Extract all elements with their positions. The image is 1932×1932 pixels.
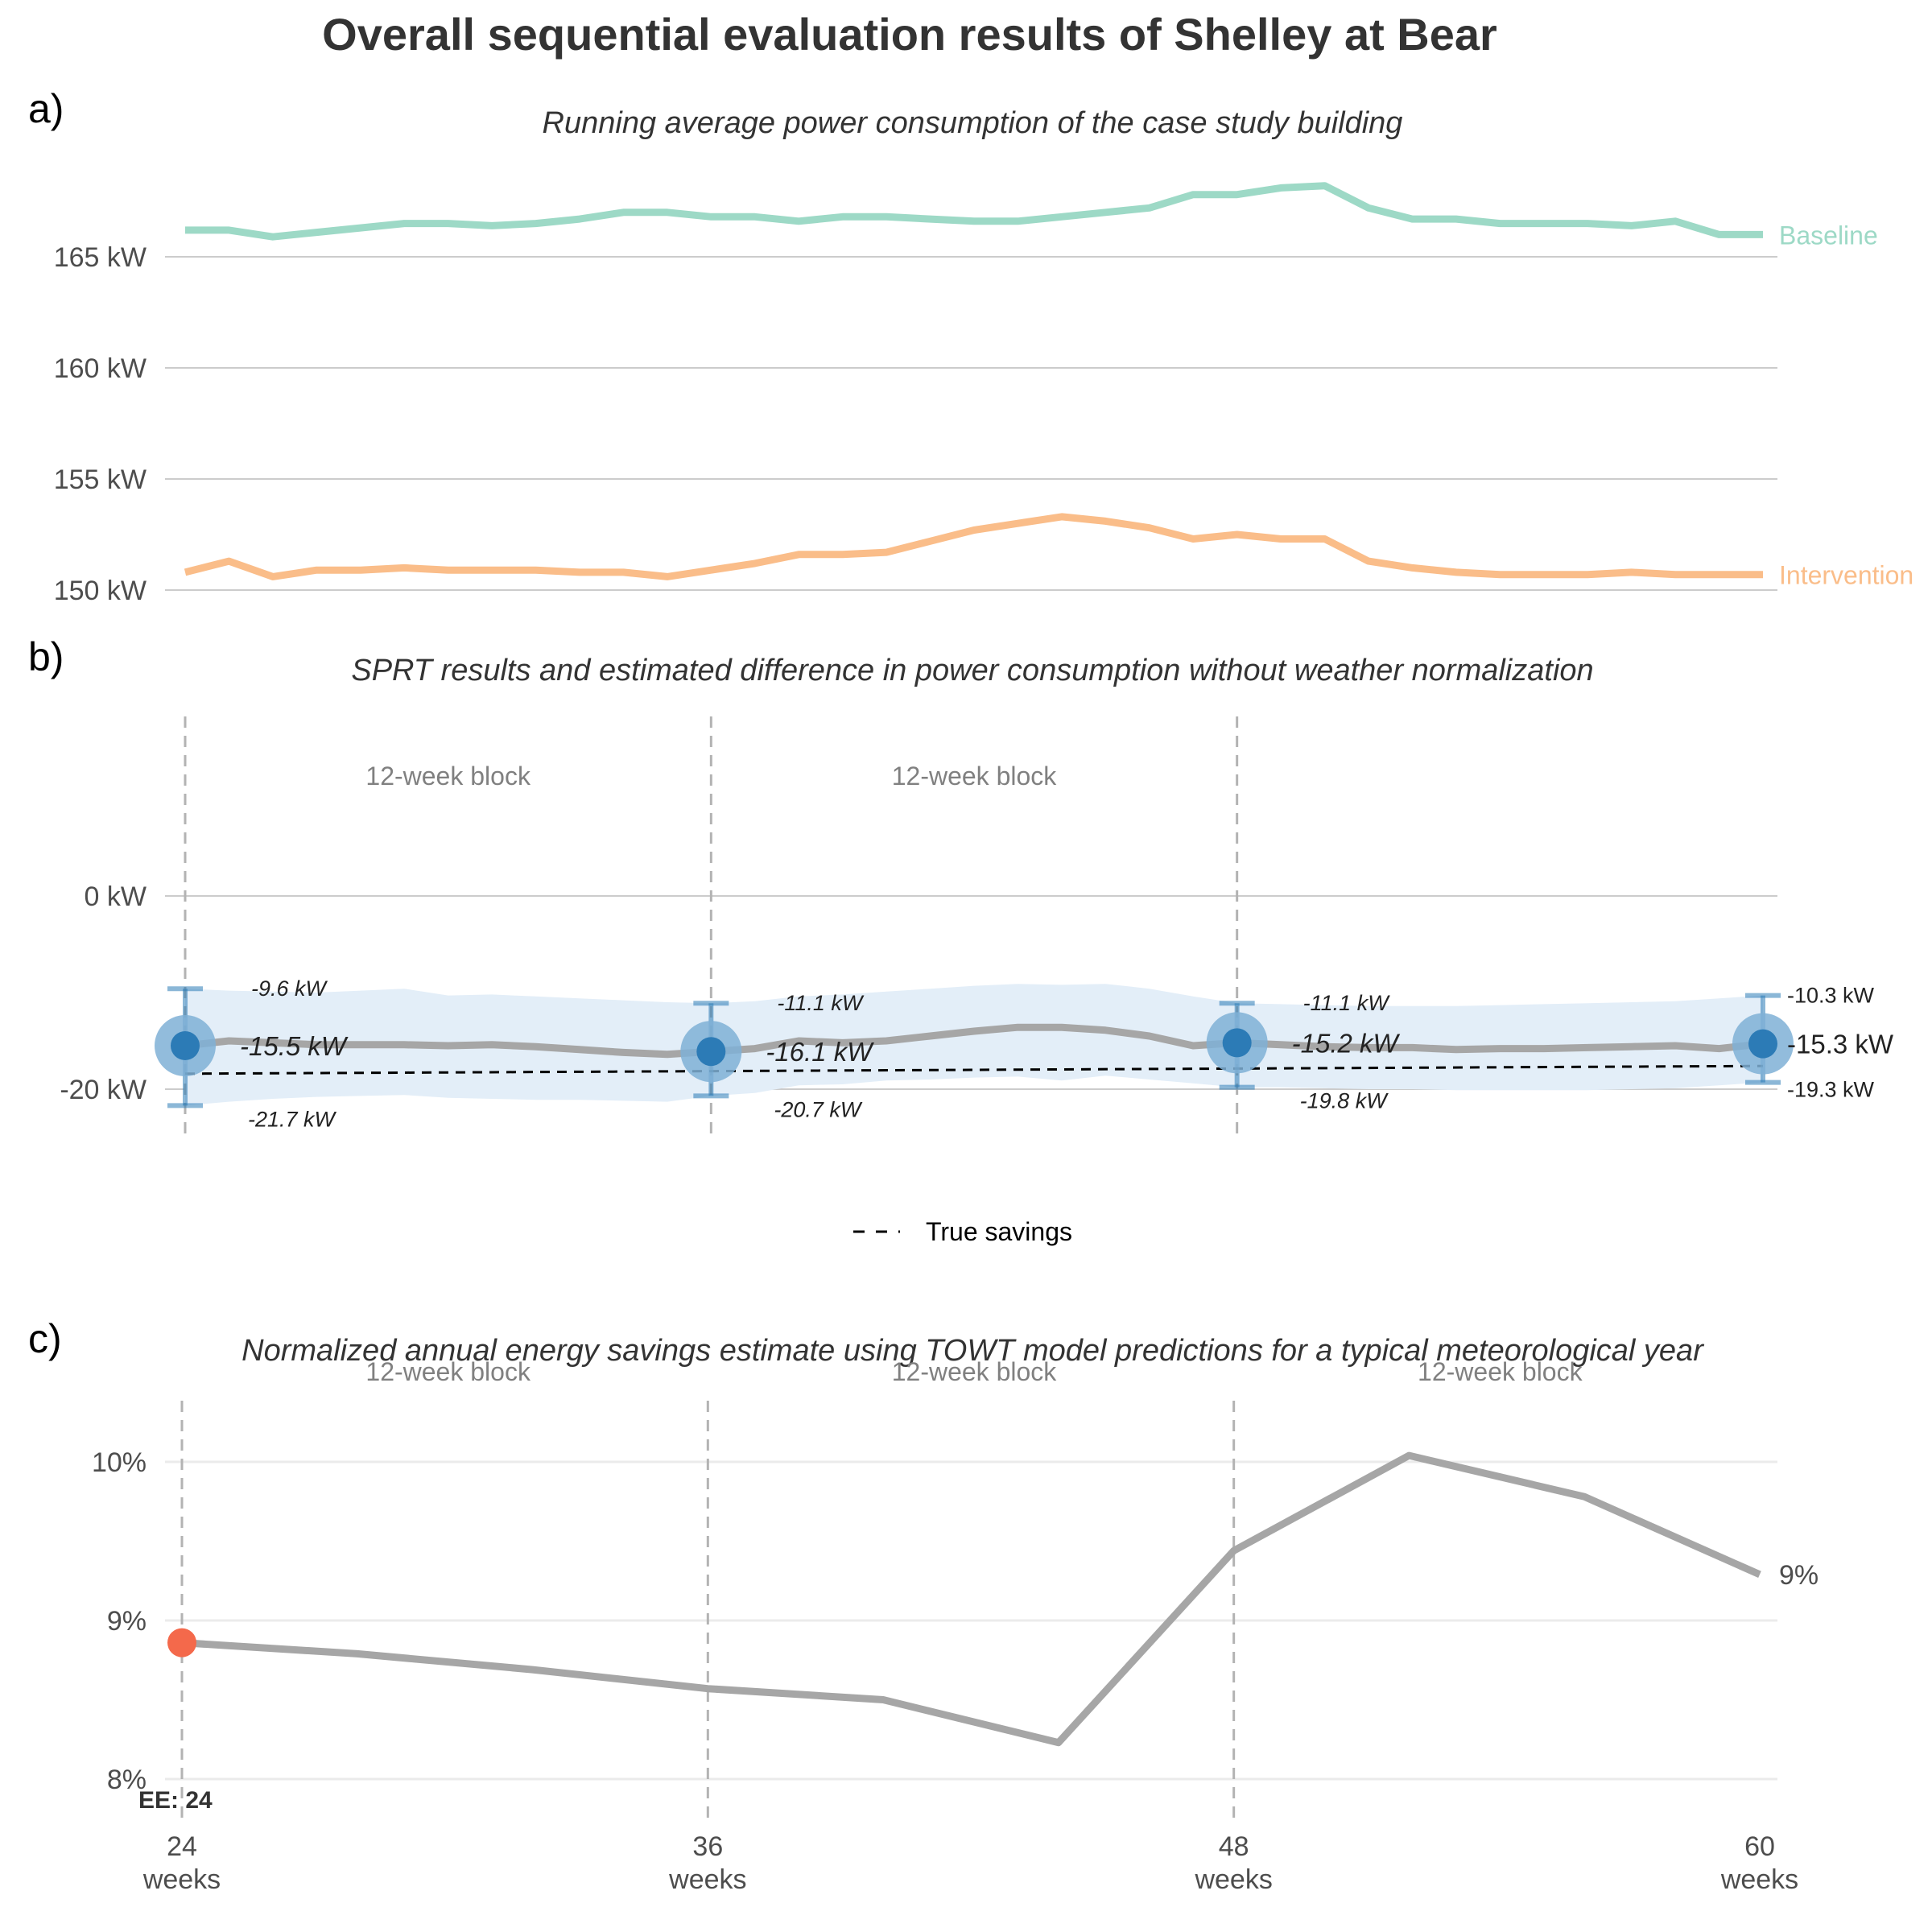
panel-b-lower-ci-label: -19.8 kW (1300, 1089, 1389, 1113)
panel-a-series-line-baseline (185, 182, 1763, 241)
panel-c-x-tick-unit: weeks (1194, 1864, 1272, 1895)
panel-a-y-tick: 165 kW (54, 242, 147, 273)
panel-c-x-tick-unit: weeks (668, 1864, 746, 1895)
panel-b-estimate-label: -15.3 kW (1787, 1030, 1894, 1059)
panel-a-power-consumption: a) Running average power consumption of … (28, 86, 1913, 606)
panel-b-confidence-band (185, 984, 1763, 1106)
panel-b-upper-ci-label: -11.1 kW (777, 991, 865, 1015)
panel-c-y-tick: 10% (92, 1447, 147, 1478)
panel-b-y-tick: 0 kW (85, 881, 147, 912)
panel-c-x-tick-number: 60 (1744, 1831, 1775, 1862)
panel-b-estimate-point (696, 1037, 726, 1067)
panel-a-y-tick: 160 kW (54, 353, 147, 384)
panel-c-subtitle: Normalized annual energy savings estimat… (242, 1334, 1704, 1368)
panel-a-y-tick: 155 kW (54, 464, 147, 495)
panel-a-series-label-baseline: Baseline (1779, 221, 1878, 250)
panel-b-lower-ci-label: -21.7 kW (248, 1107, 337, 1131)
panel-b-subtitle: SPRT results and estimated difference in… (351, 654, 1593, 687)
panel-b-true-savings-line (184, 1064, 1764, 1075)
panel-b-upper-ci-label: -9.6 kW (251, 976, 328, 1001)
panel-c-x-tick-number: 24 (167, 1831, 197, 1862)
panel-c-x-tick-number: 36 (692, 1831, 723, 1862)
panel-c-block-label: 12-week block (892, 1357, 1058, 1386)
panel-b-legend-label: True savings (926, 1217, 1072, 1246)
panel-b-upper-ci-label: -11.1 kW (1303, 991, 1391, 1015)
panel-b-label: b) (28, 634, 64, 679)
panel-b-lower-ci-label: -20.7 kW (774, 1097, 863, 1121)
panel-b-estimate-line (184, 1023, 1764, 1059)
panel-b-estimate-point (1222, 1028, 1252, 1058)
panel-c-ee-point (167, 1628, 196, 1657)
panel-a-subtitle: Running average power consumption of the… (543, 106, 1403, 140)
panel-b-estimate-label: -15.5 kW (240, 1031, 349, 1061)
panel-b-sprt-results: b) SPRT results and estimated difference… (28, 634, 1894, 1246)
panel-c-savings-line (181, 1451, 1761, 1747)
panel-b-estimate-point (171, 1031, 200, 1060)
panel-b-block-label: 12-week block (892, 762, 1058, 791)
panel-a-label: a) (28, 86, 64, 131)
panel-c-block-label: 12-week block (1418, 1357, 1583, 1386)
panel-b-lower-ci-label: -19.3 kW (1787, 1078, 1875, 1102)
panel-c-y-tick: 9% (107, 1606, 147, 1637)
panel-c-y-tick: 8% (107, 1765, 147, 1795)
panel-a-y-tick: 150 kW (54, 576, 147, 606)
panel-a-series-line-intervention (184, 513, 1763, 580)
panel-c-x-tick-number: 48 (1219, 1831, 1249, 1862)
panel-c-block-label: 12-week block (365, 1357, 531, 1386)
panel-a-series-label-intervention: Intervention (1779, 561, 1913, 590)
panel-c-ee-label: EE: 24 (138, 1787, 213, 1814)
panel-c-end-label: 9% (1779, 1560, 1818, 1591)
panel-c-label: c) (28, 1316, 62, 1361)
panel-b-estimate-label: -16.1 kW (766, 1037, 874, 1067)
panel-b-block-label: 12-week block (365, 762, 531, 791)
panel-c-x-tick-unit: weeks (1720, 1864, 1798, 1895)
figure-title: Overall sequential evaluation results of… (322, 9, 1497, 60)
panel-b-estimate-label: -15.2 kW (1292, 1028, 1401, 1058)
panel-b-upper-ci-label: -10.3 kW (1787, 984, 1875, 1008)
panel-b-y-tick: -20 kW (60, 1075, 147, 1105)
panel-c-normalized-savings: c) Normalized annual energy savings esti… (28, 1316, 1818, 1895)
panel-b-estimate-point (1748, 1029, 1777, 1059)
panel-c-x-tick-unit: weeks (142, 1864, 221, 1895)
